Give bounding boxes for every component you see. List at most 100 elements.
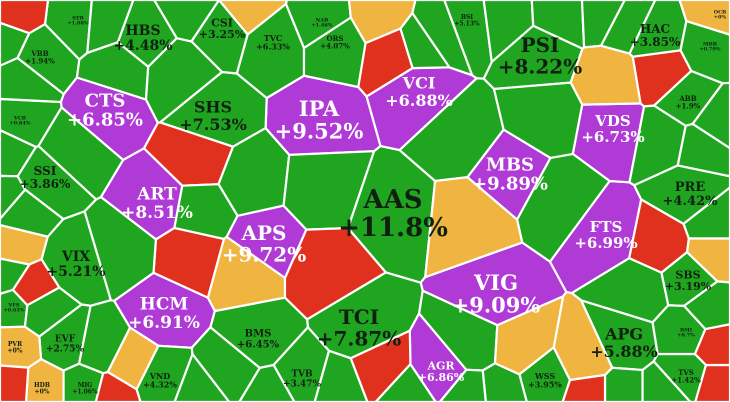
ticker-label-sbs: SBS (675, 268, 700, 281)
cell-filler (438, 368, 487, 402)
cell-filler (152, 0, 221, 43)
ticker-label-hdb: HDB (34, 382, 50, 389)
cell-filler (691, 81, 730, 150)
change-label-vcb: +0.84% (9, 121, 30, 127)
change-label-vfs: +0.65% (3, 308, 24, 314)
change-label-cts: +6.85% (67, 110, 143, 131)
ticker-label-fts: FTS (590, 218, 623, 236)
ticker-label-vnd: VND (149, 371, 171, 381)
change-label-vnd: +4.32% (143, 379, 177, 389)
cell-filler (0, 174, 27, 221)
ticker-label-vbb: VBB (30, 49, 48, 58)
change-label-pre: +4.42% (663, 194, 719, 209)
cell-filler (173, 351, 231, 402)
change-label-psi: +8.22% (498, 55, 582, 79)
ticker-label-pvr: PVR (8, 341, 23, 348)
change-label-tvb: +3.47% (283, 379, 321, 389)
change-label-sbs: +3.19% (665, 280, 712, 293)
ticker-label-evf: EVF (55, 335, 76, 345)
cell-filler (83, 195, 158, 302)
change-label-ssi: +3.86% (20, 177, 71, 191)
ticker-label-vci: VCI (402, 74, 436, 93)
change-label-vci: +6.88% (385, 91, 453, 110)
cell-aic (0, 364, 30, 402)
ticker-label-cts: CTS (85, 90, 126, 111)
change-label-agr: +6.86% (418, 371, 465, 384)
ticker-label-aas: AAS (362, 185, 422, 215)
change-label-nab: +1.46% (311, 23, 332, 29)
change-label-vds: +6.73% (581, 128, 644, 146)
ticker-label-vix: VIX (61, 249, 90, 265)
cell-filler (23, 286, 84, 338)
change-label-vix: +5.21% (46, 264, 105, 280)
change-label-pvr: +0% (8, 348, 23, 355)
cell-filler (282, 150, 376, 231)
ticker-label-ors: ORS (327, 34, 344, 43)
change-label-tci: +7.87% (317, 327, 401, 351)
cell-fin (0, 0, 50, 35)
change-label-bmi: +0.7% (677, 333, 695, 339)
change-label-ors: +4.07% (320, 42, 350, 51)
change-label-abb: +1.9% (676, 102, 701, 111)
ticker-label-vcb: VCB (13, 115, 26, 121)
cell-filler (0, 56, 66, 104)
change-label-vbb: +1.94% (25, 57, 55, 66)
cell-filler (685, 237, 730, 284)
change-label-shs: +7.53% (179, 115, 247, 134)
cell-filler (190, 325, 262, 402)
cell-filler (561, 373, 607, 402)
ticker-label-art: ART (136, 184, 177, 204)
change-label-apg: +5.88% (590, 342, 658, 361)
ticker-label-hac: HAC (640, 22, 670, 36)
change-label-mig: +1.06% (72, 389, 98, 396)
cell-filler (349, 328, 412, 402)
cell-filler (423, 176, 524, 279)
ticker-label-vds: VDS (594, 112, 630, 130)
change-label-ocb: +0% (714, 15, 727, 21)
ticker-label-mig: MIG (78, 382, 93, 389)
change-label-hdb: +0% (35, 389, 50, 396)
change-label-aas: +11.8% (338, 213, 448, 243)
cell-filler (313, 349, 369, 402)
ticker-label-hbs: HBS (125, 23, 160, 39)
ticker-label-ssi: SSI (34, 164, 57, 178)
cell-filler (628, 104, 687, 187)
ticker-label-shs: SHS (194, 98, 232, 117)
ticker-label-bms: BMS (245, 329, 272, 340)
ticker-label-bmi: BMI (680, 327, 693, 333)
cell-ocb (678, 0, 730, 36)
change-label-aps: +9.72% (222, 243, 306, 267)
ticker-label-tci: TCI (339, 305, 379, 329)
cell-filler (492, 81, 584, 160)
cell-filler (0, 257, 32, 295)
ticker-label-stb: STB (72, 15, 84, 21)
change-label-tvc: +6.33% (256, 41, 290, 51)
ticker-label-mbs: MBS (486, 154, 534, 175)
ticker-label-vfs: VFS (7, 302, 19, 308)
cell-filler (283, 226, 388, 321)
cell-filler (682, 280, 730, 331)
ticker-label-agr: AGR (426, 359, 455, 372)
change-label-hcm: +6.91% (128, 313, 200, 333)
ticker-label-vig: VIG (473, 270, 518, 295)
ticker-label-ocb: OCB (714, 9, 727, 15)
ticker-label-hcm: HCM (140, 294, 189, 314)
cell-filler (603, 366, 644, 402)
ticker-label-mbb: MBB (703, 41, 717, 47)
cell-hdb (24, 357, 65, 402)
change-label-stb: +1.08% (67, 21, 88, 27)
ticker-label-apg: APG (604, 325, 643, 344)
cell-filler (173, 183, 239, 241)
cell-filler (37, 105, 125, 201)
change-label-evf: +2.75% (46, 344, 84, 354)
ticker-label-ipa: IPA (299, 96, 340, 121)
cell-filler (493, 294, 565, 376)
change-label-hac: +3.85% (630, 35, 681, 49)
change-label-mbb: +0.79% (699, 47, 720, 53)
change-label-ipa: +9.52% (275, 119, 364, 144)
ticker-label-tvc: TVC (264, 33, 283, 43)
change-label-tvs: +1.42% (671, 376, 701, 385)
ticker-label-pre: PRE (675, 180, 706, 195)
ticker-label-psi: PSI (521, 33, 560, 57)
